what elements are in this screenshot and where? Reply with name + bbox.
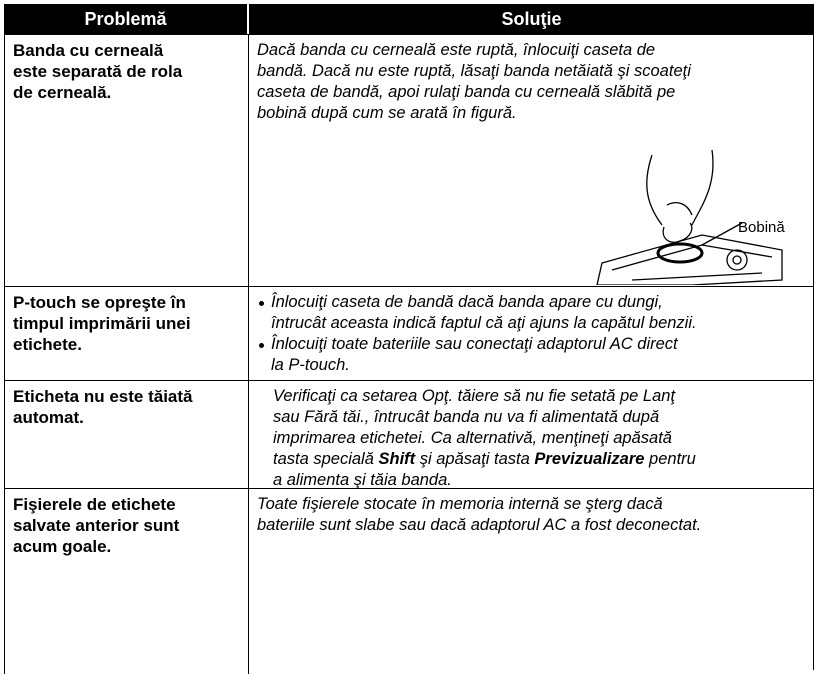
solution-cell: Toate fişierele stocate în memoria inter… [248, 488, 814, 674]
text-line: a alimenta şi tăia banda. [273, 471, 452, 489]
figure-label: Bobină [738, 219, 785, 236]
text-line: Verificaţi ca setarea Opţ. tăiere să nu … [273, 387, 676, 405]
text-run: tasta specială [273, 450, 379, 468]
text-line: de cerneală. [13, 83, 112, 102]
text-line: Fişierele de etichete [13, 495, 176, 514]
text-line: bateriile sunt slabe sau dacă adaptorul … [257, 516, 702, 534]
text-line: Dacă banda cu cerneală este ruptă, înloc… [257, 41, 656, 59]
text-line: Înlocuiţi caseta de bandă dacă banda apa… [271, 293, 663, 311]
solution-cell: Dacă banda cu cerneală este ruptă, înloc… [248, 34, 814, 286]
text-line: automat. [13, 408, 84, 427]
border [813, 4, 814, 670]
text-line: salvate anterior sunt [13, 516, 180, 535]
text-line: Înlocuiţi toate bateriile sau conectaţi … [271, 335, 678, 353]
text-line: acum goale. [13, 537, 112, 556]
problem-cell: Fişierele de etichete salvate anterior su… [4, 488, 249, 674]
text-run: şi apăsaţi tasta [415, 450, 535, 468]
text-line: întrucât aceasta indică faptul că aţi aj… [271, 314, 697, 332]
solution-cell: Înlocuiţi caseta de bandă dacă banda apa… [248, 286, 814, 380]
text-line: Toate fişierele stocate în memoria inter… [257, 495, 663, 513]
text-line: Eticheta nu este tăiată [13, 387, 193, 406]
problem-cell: P-touch se opreşte în timpul imprimării u… [4, 286, 249, 380]
text-run: Shift [378, 450, 416, 468]
text-line: timpul imprimării unei [13, 314, 191, 333]
header-cell: Problemă [4, 4, 247, 34]
text-line: sau Fără tăi., întrucât banda nu va fi a… [273, 408, 660, 426]
text-line: la P-touch. [271, 356, 350, 374]
text-line: bobină după cum se arată în figură. [257, 104, 517, 122]
solution-cell: Verificaţi ca setarea Opţ. tăiere să nu … [248, 380, 814, 489]
text-line: etichete. [13, 335, 82, 354]
text-line: caseta de bandă, apoi rulaţi banda cu ce… [257, 83, 676, 101]
text-line: este separată de rola [13, 62, 183, 81]
bullet-item: Înlocuiţi toate bateriile sau conectaţi … [257, 334, 806, 376]
text-line: bandă. Dacă nu este ruptă, lăsaţi banda … [257, 62, 691, 80]
problem-cell: Eticheta nu este tăiată automat. [4, 380, 249, 488]
text-run: pentru [644, 450, 696, 468]
text-line: tasta specială Shift şi apăsaţi tasta Pr… [273, 449, 806, 470]
text-run: Previzualizare [534, 450, 645, 468]
text-line: Banda cu cerneală [13, 41, 164, 60]
bullet-item: Înlocuiţi caseta de bandă dacă banda apa… [257, 292, 806, 334]
figure: Bobină [596, 149, 785, 285]
text-line: P-touch se opreşte în [13, 293, 186, 312]
problem-cell: Banda cu cerneală este separată de rola de… [4, 34, 249, 286]
text-line: imprimarea etichetei. Ca alternativă, me… [273, 429, 672, 447]
header-cell: Soluţie [249, 4, 814, 34]
